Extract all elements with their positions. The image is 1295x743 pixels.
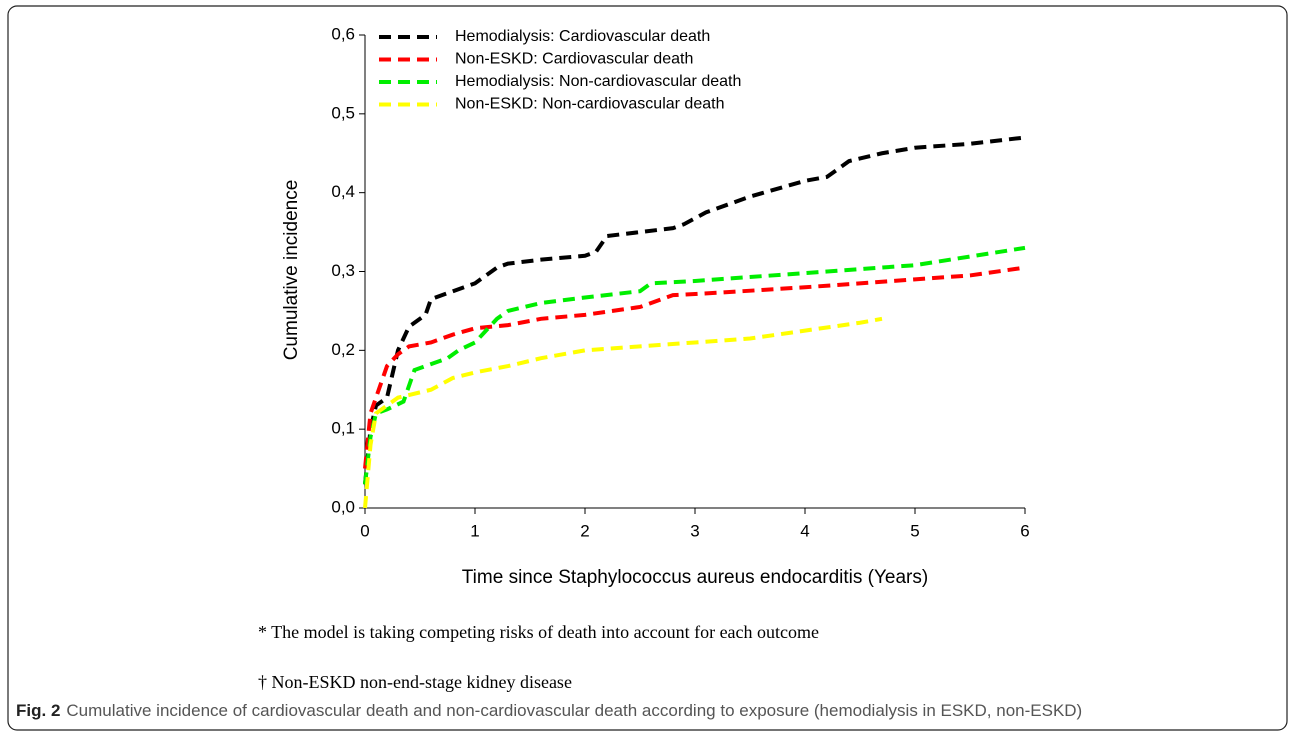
y-axis-label: Cumulative incidence xyxy=(281,180,302,361)
x-tick-label: 0 xyxy=(360,521,369,540)
frame xyxy=(7,5,1288,731)
series-line xyxy=(363,265,1026,469)
legend-label: Hemodialysis: Cardiovascular death xyxy=(455,28,710,45)
y-tick-label: 0,1 xyxy=(331,419,355,438)
y-tick-label: 0,6 xyxy=(331,24,355,43)
x-tick-label: 3 xyxy=(690,521,699,540)
series-line xyxy=(363,245,1026,485)
caption: Fig. 2 Cumulative incidence of cardiovasc… xyxy=(16,701,1082,720)
legend-label: Hemodialysis: Non-cardiovascular death xyxy=(455,73,741,90)
note: † Non-ESKD non-end-stage kidney disease xyxy=(258,672,572,692)
x-axis-label: Time since Staphylococcus aureus endocar… xyxy=(462,567,928,588)
legend-label: Non-ESKD: Non-cardiovascular death xyxy=(455,96,724,113)
series-line xyxy=(363,135,1026,485)
series-line xyxy=(363,316,883,509)
caption-label: Fig. 2 xyxy=(16,701,60,720)
y-tick-label: 0,3 xyxy=(331,261,355,280)
x-tick-label: 1 xyxy=(470,521,479,540)
note: * The model is taking competing risks of… xyxy=(258,622,819,642)
caption-text: Cumulative incidence of cardiovascular d… xyxy=(66,701,1082,720)
x-tick-label: 5 xyxy=(910,521,919,540)
y-tick-label: 0,5 xyxy=(331,103,355,122)
y-tick-label: 0,2 xyxy=(331,340,355,359)
legend-label: Non-ESKD: Cardiovascular death xyxy=(455,51,693,68)
y-tick-label: 0,0 xyxy=(331,497,355,516)
x-tick-label: 4 xyxy=(800,521,809,540)
x-tick-label: 2 xyxy=(580,521,589,540)
x-tick-label: 6 xyxy=(1020,521,1029,540)
y-tick-label: 0,4 xyxy=(331,182,355,201)
